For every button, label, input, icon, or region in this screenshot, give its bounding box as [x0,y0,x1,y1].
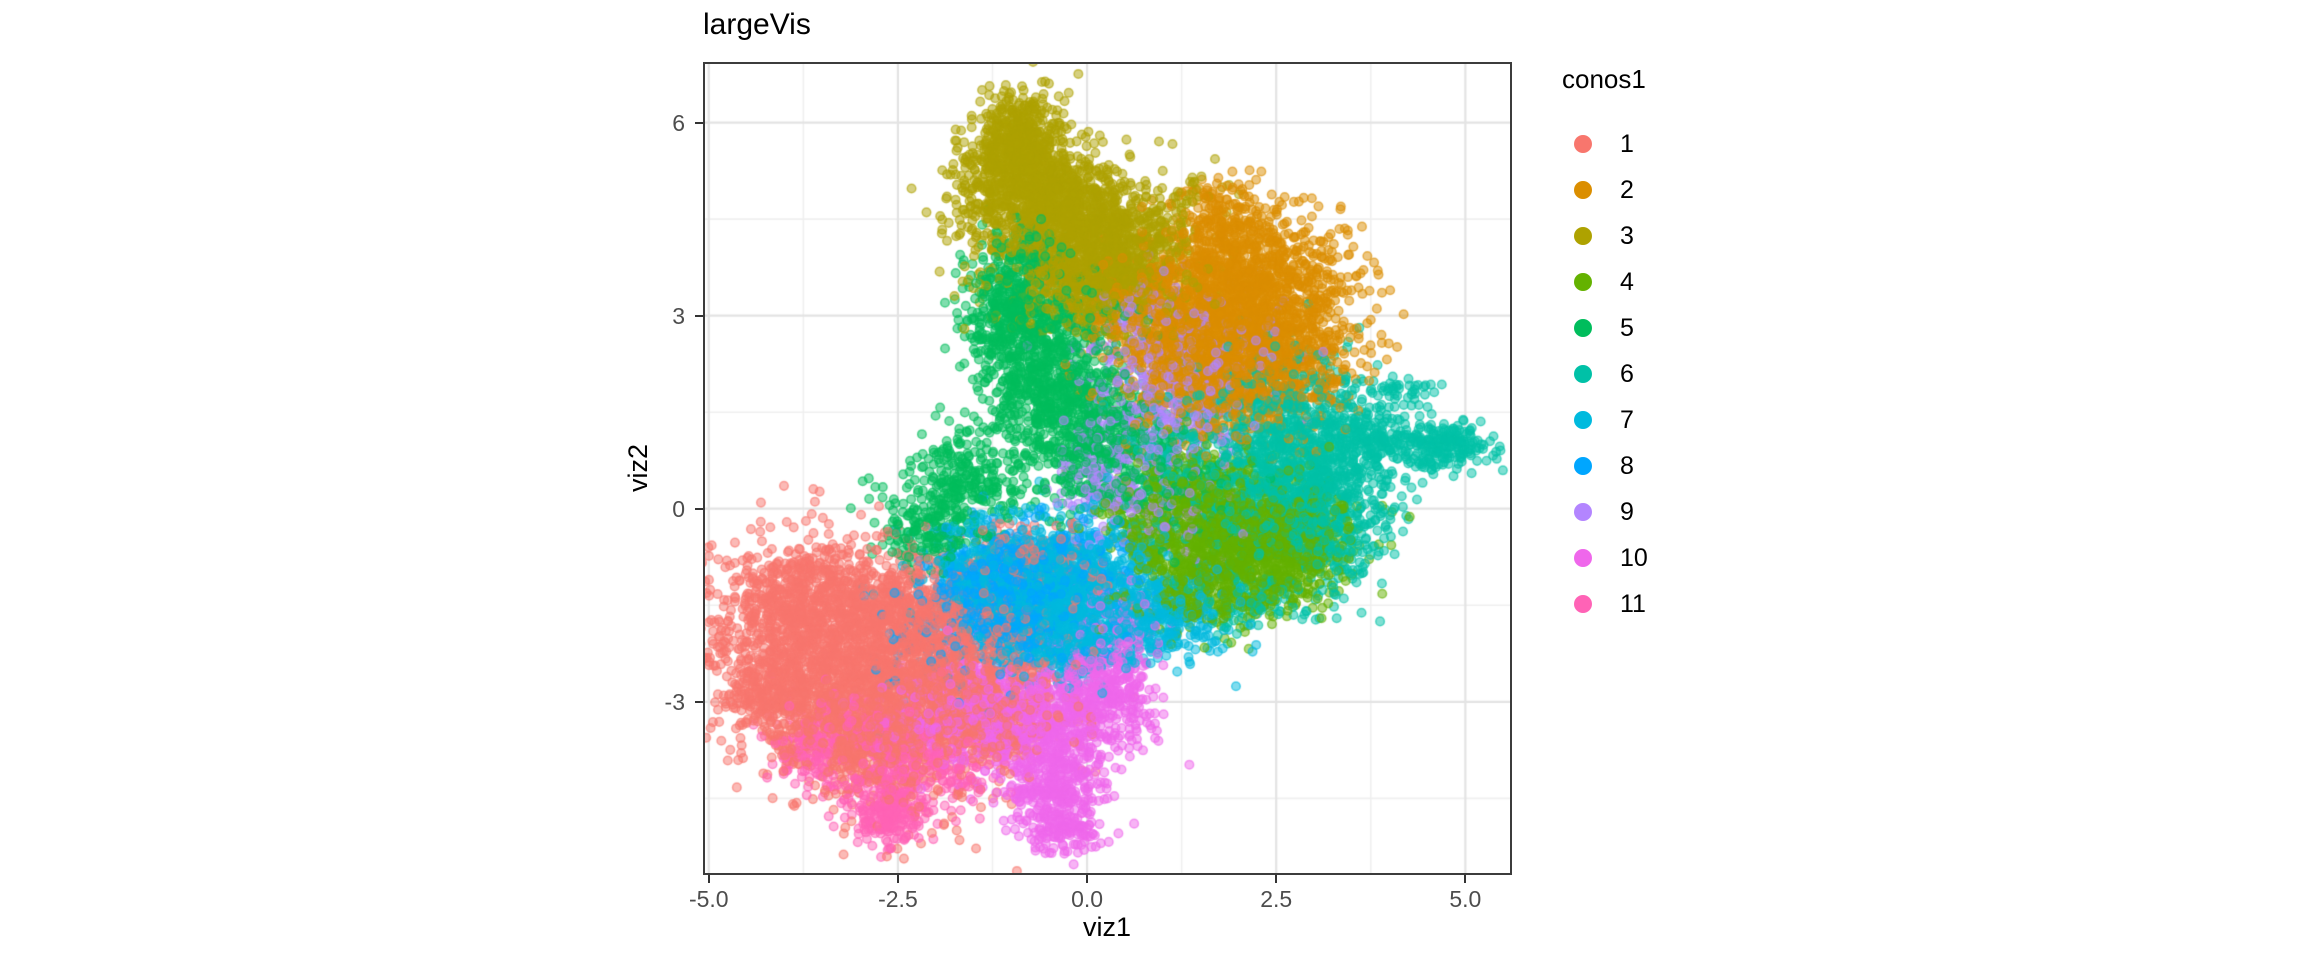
y-tick-mark [695,121,703,124]
x-tick-mark [1275,875,1278,883]
legend-item: 6 [1562,351,1648,397]
x-tick-mark [896,875,899,883]
y-tick-label: 3 [672,302,685,329]
x-axis-title: viz1 [1082,912,1131,942]
y-tick-mark [695,507,703,510]
legend-item: 5 [1562,305,1648,351]
legend-swatch-icon [1574,227,1592,245]
legend-swatch-icon [1574,503,1592,521]
legend-swatch-icon [1574,595,1592,613]
scatter-canvas [705,64,1510,873]
legend-item: 9 [1562,489,1648,535]
plot-title: largeVis [703,8,811,41]
legend-swatch-icon [1574,273,1592,291]
plot-panel [703,62,1512,875]
legend-item-label: 1 [1620,129,1634,158]
y-tick-label: 0 [672,495,685,522]
x-tick-mark [707,875,710,883]
legend-item: 3 [1562,213,1648,259]
x-tick-label: -5.0 [688,886,729,912]
legend-item-label: 4 [1620,267,1634,296]
legend-swatch-icon [1574,365,1592,383]
y-axis-title: viz2 [623,444,653,493]
legend-item-label: 8 [1620,451,1634,480]
legend-item: 1 [1562,121,1648,167]
legend-item: 10 [1562,535,1648,581]
legend-item-label: 7 [1620,405,1634,434]
legend-swatch-icon [1574,319,1592,337]
legend-title: conos1 [1562,64,1646,94]
legend-item: 4 [1562,259,1648,305]
legend: conos1 1 2 3 4 5 6 7 8 9 10 11 [1562,64,1648,627]
legend-item-label: 6 [1620,359,1634,388]
x-tick-label: 0.0 [1071,886,1104,912]
legend-swatch-icon [1574,411,1592,429]
legend-item-label: 10 [1620,543,1648,572]
legend-swatch-icon [1574,549,1592,567]
legend-item-label: 9 [1620,497,1634,526]
legend-item-label: 5 [1620,313,1634,342]
legend-item: 11 [1562,581,1648,627]
legend-item-label: 2 [1620,175,1634,204]
legend-item-label: 11 [1620,589,1646,618]
y-tick-mark [695,700,703,703]
x-tick-label: 2.5 [1260,886,1293,912]
legend-item: 2 [1562,167,1648,213]
y-tick-mark [695,314,703,317]
y-tick-label: 6 [672,109,685,136]
legend-item: 7 [1562,397,1648,443]
legend-items: 1 2 3 4 5 6 7 8 9 10 11 [1562,121,1648,627]
x-tick-label: -2.5 [878,886,918,912]
legend-swatch-icon [1574,135,1592,153]
x-tick-mark [1086,875,1089,883]
legend-item: 8 [1562,443,1648,489]
legend-item-label: 3 [1620,221,1634,250]
legend-swatch-icon [1574,457,1592,475]
x-tick-label: 5.0 [1449,886,1482,912]
legend-swatch-icon [1574,181,1592,199]
x-tick-mark [1464,875,1467,883]
y-tick-label: -3 [664,688,685,715]
